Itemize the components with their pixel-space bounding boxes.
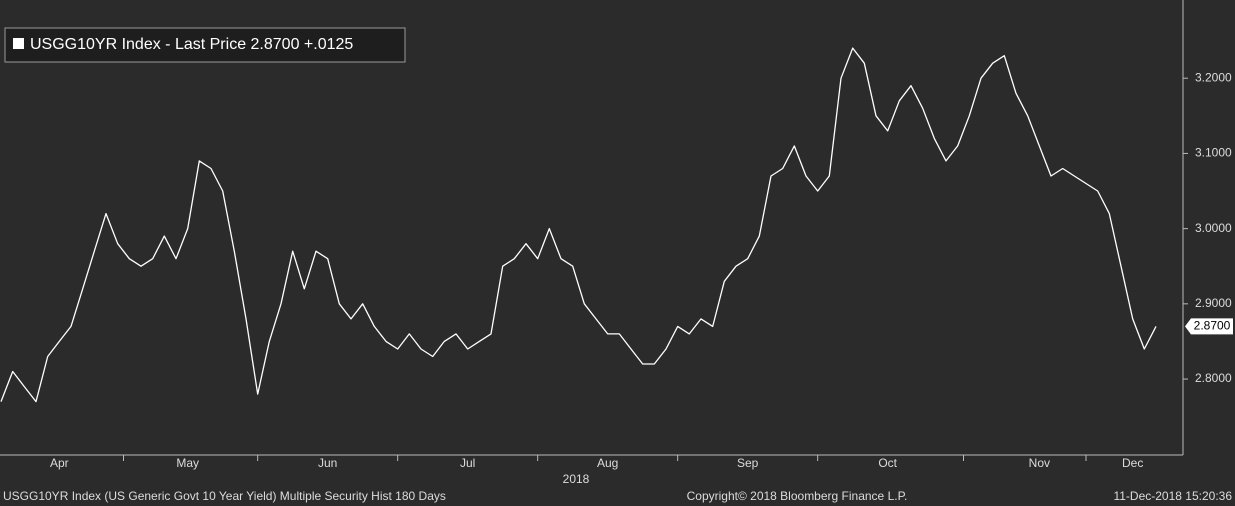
x-tick-label: Oct [878,456,897,470]
y-tick-label: 3.0000 [1195,221,1232,235]
footer-left: USGG10YR Index (US Generic Govt 10 Year … [3,489,446,503]
legend-title: USGG10YR Index - Last Price 2.8700 +.012… [30,36,353,53]
x-tick-label: Nov [1029,456,1050,470]
footer-center: Copyright© 2018 Bloomberg Finance L.P. [687,489,908,503]
x-tick-label: May [176,456,199,470]
x-tick-label: Aug [597,456,618,470]
y-tick-label: 2.8000 [1195,371,1232,385]
y-tick-label: 3.2000 [1195,70,1232,84]
year-label: 2018 [563,472,590,486]
last-price-tag [1185,318,1233,335]
x-tick-label: Apr [50,456,69,470]
x-tick-label: Sep [737,456,759,470]
footer-right: 11-Dec-2018 15:20:36 [1113,489,1232,503]
y-tick-label: 3.1000 [1195,146,1232,160]
legend-box [4,27,406,63]
price-line [0,47,1157,403]
last-price-label: 2.8700 [1194,319,1231,333]
legend-swatch [13,38,24,49]
x-tick-label: Jun [318,456,337,470]
x-tick-label: Dec [1122,456,1143,470]
y-tick-label: 2.9000 [1195,296,1232,310]
x-tick-label: Jul [460,456,475,470]
